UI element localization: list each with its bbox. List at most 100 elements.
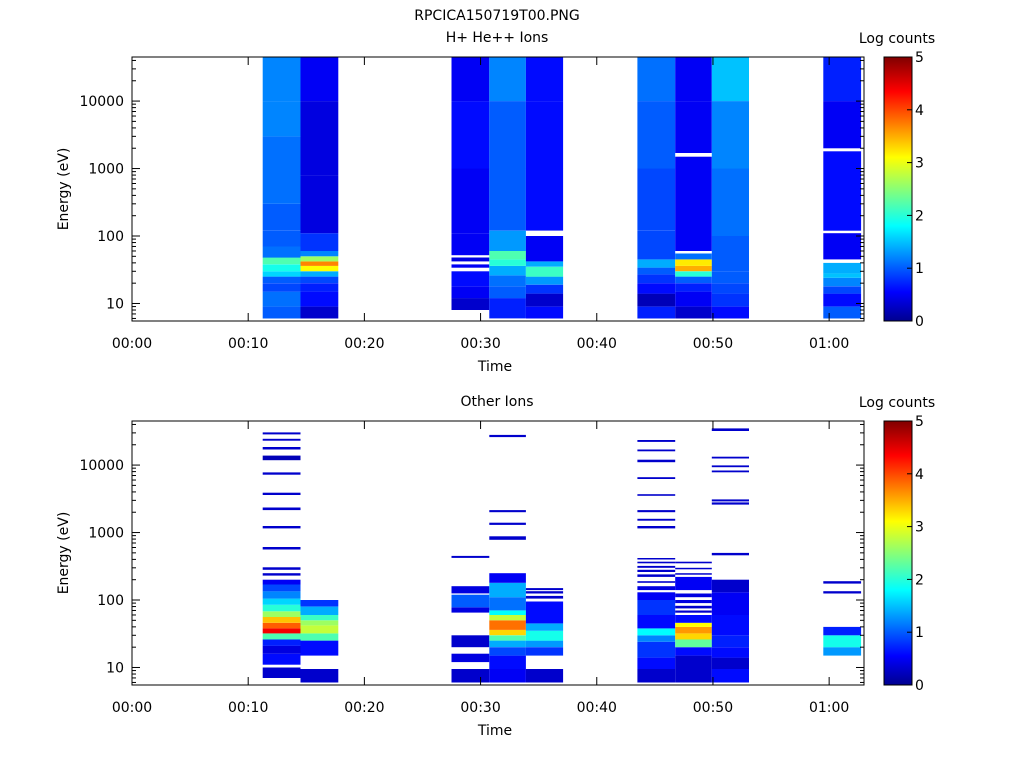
heatmap-cell	[711, 502, 749, 505]
heatmap-cell	[823, 233, 862, 260]
x-axis-label: Time	[477, 723, 512, 739]
heatmap-cell	[300, 625, 339, 634]
heatmap-cell	[300, 265, 339, 272]
heatmap-cell	[262, 547, 301, 550]
heatmap-cell	[525, 266, 564, 277]
heatmap-cells	[262, 57, 862, 319]
heatmap-cell	[675, 576, 712, 591]
heatmap-cell	[675, 283, 712, 292]
heatmap-cell	[262, 101, 301, 137]
heatmap-cell	[489, 259, 526, 266]
heatmap-cell	[300, 633, 339, 641]
x-tick-label: 00:40	[577, 336, 617, 352]
heatmap-cell	[525, 276, 564, 285]
heatmap-cell	[451, 669, 490, 683]
y-axis-ticks: 10 100 1000 10000	[79, 423, 864, 683]
heatmap-cell	[262, 591, 301, 599]
heatmap-cell	[675, 610, 712, 613]
heatmap-cell	[489, 573, 526, 583]
heatmap-cell	[675, 259, 712, 266]
heatmap-cell	[300, 620, 339, 626]
panel-title: H+ He++ Ions	[446, 30, 549, 46]
heatmap-cell	[451, 257, 490, 262]
heatmap-cell	[675, 639, 712, 648]
heatmap-cell	[262, 264, 301, 272]
heatmap-cell	[262, 271, 301, 277]
heatmap-cell	[262, 645, 301, 654]
heatmap-cell	[711, 470, 749, 473]
heatmap-cell	[489, 522, 526, 525]
heatmap-cell	[675, 633, 712, 640]
heatmap-cell	[675, 655, 712, 669]
heatmap-cell	[262, 283, 301, 292]
colorbar-tick-label: 5	[915, 50, 924, 66]
heatmap-cell	[675, 567, 712, 570]
heatmap-cell	[711, 669, 749, 683]
heatmap-cell	[675, 669, 712, 683]
heatmap-cell	[262, 598, 301, 605]
heatmap-cell	[300, 57, 339, 102]
y-tick-label: 1000	[88, 526, 124, 542]
heatmap-cell	[637, 600, 676, 615]
heatmap-cell	[262, 573, 301, 576]
heatmap-cell	[637, 574, 676, 577]
heatmap-cell	[451, 586, 490, 594]
heatmap-cell	[451, 57, 490, 102]
heatmap-cell	[262, 168, 301, 204]
heatmap-cell	[451, 168, 490, 234]
heatmap-cell	[637, 569, 676, 572]
heatmap-cell	[525, 588, 564, 591]
colorbar-tick-label: 1	[915, 625, 924, 641]
heatmap-cell	[675, 271, 712, 277]
x-tick-label: 00:10	[228, 700, 268, 716]
heatmap-cell	[711, 592, 749, 615]
heatmap-cell	[711, 552, 749, 556]
heatmap-cell	[823, 277, 862, 287]
heatmap-cell	[711, 306, 749, 319]
heatmap-cell	[675, 57, 712, 102]
heatmap-cell	[711, 293, 749, 307]
heatmap-cell	[262, 57, 301, 102]
heatmap-cell	[823, 262, 862, 274]
heatmap-cell	[823, 626, 862, 636]
heatmap-cell	[489, 597, 526, 611]
heatmap-cell	[637, 592, 676, 600]
heatmap-cell	[823, 101, 862, 149]
heatmap-cell	[675, 605, 712, 609]
y-axis-label: Energy (eV)	[56, 148, 72, 231]
heatmap-cell	[675, 253, 712, 260]
heatmap-cell	[823, 286, 862, 294]
heatmap-cell	[262, 432, 301, 435]
heatmap-cell	[489, 168, 526, 231]
heatmap-cell	[451, 286, 490, 299]
heatmap-cell	[262, 584, 301, 592]
heatmap-cell	[489, 57, 526, 102]
heatmap-cell	[711, 236, 749, 272]
heatmap-cell	[300, 606, 339, 615]
heatmap-cell	[262, 291, 301, 307]
heatmap-cell	[823, 151, 862, 231]
heatmap-cell	[711, 456, 749, 459]
heatmap-cell	[637, 449, 676, 452]
heatmap-cell	[711, 615, 749, 636]
heatmap-cells	[262, 428, 862, 683]
heatmap-cell	[637, 306, 676, 319]
heatmap-cell	[262, 617, 301, 623]
heatmap-cell	[711, 657, 749, 669]
heatmap-cell	[262, 492, 301, 495]
heatmap-cell	[489, 265, 526, 276]
y-axis-label: Energy (eV)	[56, 512, 72, 595]
y-tick-label: 100	[97, 229, 124, 245]
heatmap-cell	[300, 291, 339, 307]
heatmap-cell	[262, 633, 301, 640]
x-tick-label: 00:00	[112, 336, 152, 352]
heatmap-cell	[262, 628, 301, 634]
heatmap-cell	[451, 653, 490, 663]
heatmap-cell	[300, 261, 339, 266]
heatmap-cell	[525, 591, 564, 594]
x-axis-label: Time	[477, 359, 512, 375]
panel-h-he-ions: H+ He++ Ions Log counts Time Energy (eV)…	[56, 30, 935, 375]
heatmap-cell	[711, 271, 749, 284]
heatmap-cell	[489, 286, 526, 299]
heatmap-cell	[637, 459, 676, 463]
